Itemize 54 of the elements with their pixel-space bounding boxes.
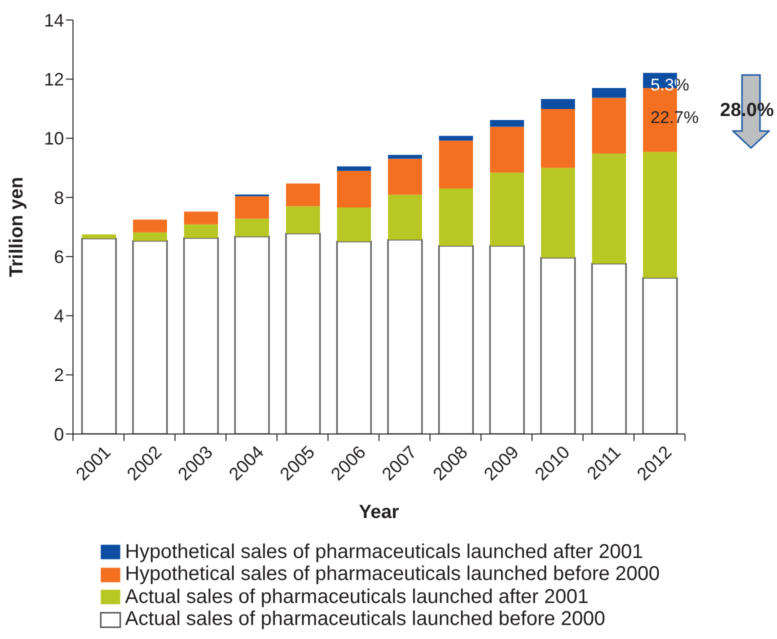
bar [234, 236, 270, 434]
bar [133, 220, 167, 232]
y-tick-label: 6 [54, 246, 64, 267]
bar [82, 234, 116, 239]
y-tick-label: 0 [54, 424, 64, 444]
bar [592, 98, 626, 154]
bar [337, 170, 371, 208]
bar [132, 240, 168, 434]
bar [439, 140, 473, 189]
bar [490, 172, 524, 246]
bar [235, 196, 269, 219]
legend-label: Actual sales of pharmaceuticals launched after 2001 [125, 586, 589, 608]
bar [439, 188, 473, 246]
bar [388, 154, 422, 159]
bar [336, 240, 372, 434]
y-tick-label: 12 [44, 70, 64, 90]
bar [438, 245, 474, 434]
bar [184, 224, 218, 238]
bar [387, 238, 423, 434]
bar [388, 158, 422, 195]
legend-label: Hypothetical sales of pharmaceuticals launched before 2000 [125, 563, 660, 586]
y-tick-label: 14 [44, 10, 64, 30]
bar [490, 120, 524, 127]
bar [591, 262, 627, 434]
bar [541, 109, 575, 168]
y-tick-label: 8 [54, 188, 64, 208]
bar [541, 168, 575, 258]
bar [337, 166, 371, 171]
bar [592, 154, 626, 264]
y-tick-label: 4 [54, 306, 64, 326]
bar [643, 152, 677, 278]
bar [183, 237, 219, 434]
bar [489, 245, 525, 434]
legend-label: Hypothetical sales of pharmaceuticals launched after 2001 [125, 540, 644, 563]
bar [388, 194, 422, 240]
bar [642, 277, 678, 434]
y-axis-title: Trillion yen [6, 176, 28, 278]
bar [592, 88, 626, 98]
bar [285, 232, 321, 434]
bar [490, 126, 524, 173]
bar [286, 206, 320, 234]
bar [541, 98, 575, 110]
bar [235, 218, 269, 236]
bar [133, 232, 167, 241]
bar [439, 136, 473, 141]
x-axis-title: Year [358, 502, 400, 523]
bar [286, 184, 320, 206]
bar [540, 257, 576, 434]
bar [337, 207, 371, 242]
y-tick-label: 2 [54, 365, 64, 386]
bar [184, 212, 218, 224]
y-tick-label: 10 [44, 128, 64, 149]
legend-label: Actual sales of pharmaceuticals launched before 2000 [125, 608, 606, 630]
bar [81, 238, 117, 434]
